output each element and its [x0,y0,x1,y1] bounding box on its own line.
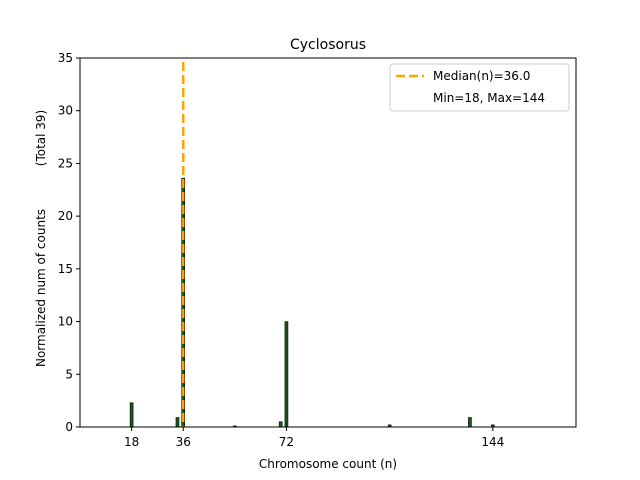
x-tick-label: 36 [176,435,191,449]
bar-72 [284,321,289,428]
bar-136 [468,417,472,428]
x-ticks: 18 36 72 144 [124,427,504,449]
y-tick-label: 15 [58,262,73,276]
y-tick-label: 30 [58,104,73,118]
x-tick-label: 18 [124,435,139,449]
legend-entry-minmax: Min=18, Max=144 [433,91,545,105]
y-tick-label: 25 [58,156,73,170]
x-axis-label: Chromosome count (n) [259,457,397,471]
bar-18 [129,402,134,428]
x-tick-label: 144 [481,435,504,449]
y-axis-label: Normalized num of counts [34,209,48,367]
y-tick-label: 10 [58,315,73,329]
x-tick-label: 72 [279,435,294,449]
plot-frame [79,57,577,428]
y-axis-total-label: (Total 39) [34,110,48,166]
y-tick-label: 20 [58,209,73,223]
y-tick-label: 35 [58,51,73,65]
y-tick-label: 5 [65,367,73,381]
bar-70 [278,421,283,428]
legend-entry-median: Median(n)=36.0 [433,69,530,83]
y-ticks: 0 5 10 15 20 25 30 35 [58,51,80,434]
bar-34 [175,417,180,428]
legend: Median(n)=36.0 Min=18, Max=144 [389,63,570,112]
legend-box [389,63,570,112]
bars-group [129,177,495,428]
chart-title: Cyclosorus [290,37,366,53]
y-tick-label: 0 [65,420,73,434]
